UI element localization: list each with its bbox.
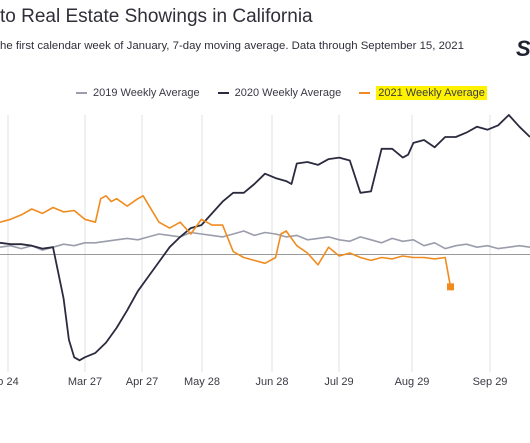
legend-swatch-2019 (76, 92, 87, 94)
x-tick-label: Mar 27 (68, 376, 102, 388)
legend-item-2021[interactable]: 2021 Weekly Average (359, 86, 487, 100)
chart-title: to Real Estate Showings in California (0, 6, 313, 27)
series-line-2021[interactable] (0, 195, 452, 287)
x-tick-labels: o 24 Mar 27 Apr 27 May 28 Jun 28 Jul 29 Aug 29… (0, 376, 507, 388)
legend-label-2021: 2021 Weekly Average (376, 86, 487, 100)
legend-item-2020[interactable]: 2020 Weekly Average (217, 87, 342, 99)
series-line-2019[interactable] (0, 230, 530, 251)
x-tick-label: Aug 29 (395, 376, 430, 388)
x-tick-label: Apr 27 (126, 376, 158, 388)
x-tick-label: Jul 29 (324, 376, 353, 388)
legend-item-2019[interactable]: 2019 Weekly Average (76, 87, 200, 99)
x-tick-label: Sep 29 (473, 376, 508, 388)
legend-swatch-2021 (359, 92, 371, 94)
legend-swatch-2020 (217, 92, 229, 94)
chart-legend: 2019 Weekly Average 2020 Weekly Average … (76, 86, 505, 100)
series-end-marker-2021[interactable] (447, 283, 454, 291)
series-line-2020[interactable] (0, 114, 530, 362)
x-tick-label: o 24 (0, 376, 19, 388)
legend-label-2020: 2020 Weekly Average (234, 87, 342, 99)
chart-subtitle: he first calendar week of January, 7-day… (0, 40, 464, 52)
brand-logo: S (516, 36, 530, 61)
x-tick-label: Jun 28 (255, 376, 288, 388)
x-tick-label: May 28 (184, 376, 220, 388)
legend-label-2019: 2019 Weekly Average (93, 87, 200, 99)
series-lines (0, 114, 530, 362)
